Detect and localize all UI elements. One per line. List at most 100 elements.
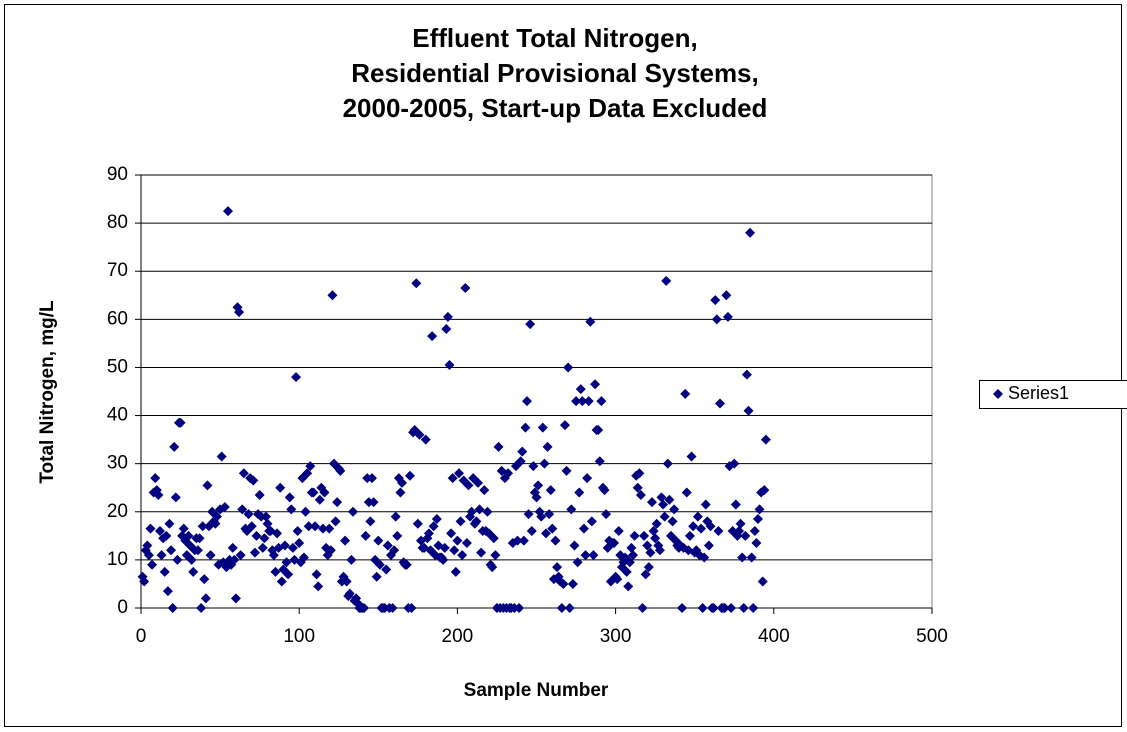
data-point [752,513,763,524]
data-point [472,477,483,488]
data-point [254,489,265,500]
data-point [719,603,730,613]
data-point [270,566,281,577]
data-point [487,562,498,573]
data-point [340,535,351,546]
data-point [332,497,343,508]
data-point [540,528,551,539]
x-tick-label: 500 [916,626,948,647]
data-point [696,523,707,534]
data-point [317,523,328,534]
data-point [219,501,230,512]
data-point [368,497,379,508]
data-point [662,458,673,469]
data-point [139,576,150,587]
data-point [308,487,319,498]
data-point [186,554,197,565]
data-point [142,540,153,551]
data-point [455,516,466,527]
data-point [412,518,423,529]
x-tick-label: 300 [600,626,632,647]
data-point [697,603,708,613]
data-point [223,206,234,217]
y-tick-label: 10 [107,549,128,570]
data-point [302,468,313,479]
data-point [699,552,710,563]
data-point [556,603,567,613]
y-tick-label: 80 [107,212,128,233]
data-point [395,487,406,498]
data-point [373,535,384,546]
data-point [249,547,260,558]
data-point [382,540,393,551]
data-point [279,540,290,551]
data-point [414,429,425,440]
x-tick-label: 400 [758,626,790,647]
data-point [512,535,523,546]
data-point [741,369,752,380]
data-point [577,396,588,407]
data-point [585,316,596,327]
data-point [366,473,377,484]
data-point [648,526,659,537]
data-point [262,518,273,529]
data-point [286,504,297,515]
data-point [344,588,355,599]
plot-border [140,174,933,609]
data-point [517,446,528,457]
data-point [558,578,569,589]
data-point [230,593,241,604]
data-point [632,482,643,493]
data-point [544,509,555,520]
data-point [200,593,211,604]
data-point [390,511,401,522]
data-point [460,283,471,294]
data-point [528,461,539,472]
data-point [438,554,449,565]
data-point [599,485,610,496]
data-point [686,451,697,462]
data-point [335,465,346,476]
data-point [688,521,699,532]
data-point [639,530,650,541]
data-point [360,530,371,541]
data-point [705,521,716,532]
data-point [594,456,605,467]
data-point [452,535,463,546]
data-point [684,530,695,541]
data-point [575,384,586,395]
data-point [466,506,477,517]
data-point [612,574,623,585]
legend-marker [993,389,1003,399]
data-point [571,396,582,407]
data-point [461,538,472,549]
data-point [722,311,733,322]
data-point [474,504,485,515]
data-point [463,480,474,491]
data-point [561,465,572,476]
data-point [161,530,172,541]
data-point [298,552,309,563]
data-point [537,422,548,433]
data-point [216,451,227,462]
data-point [737,552,748,563]
legend: Series1 [979,380,1127,409]
y-tick-label: 50 [107,356,128,377]
data-point [325,545,336,556]
data-point [651,518,662,529]
data-point [156,550,167,561]
data-point [503,468,514,479]
data-point [291,372,302,383]
data-point [389,545,400,556]
data-point [566,504,577,515]
data-point [635,489,646,500]
data-point [751,538,762,549]
plot-area: 0 10 20 30 40 50 60 70 80 90 0 100 200 300 400 500 [107,164,948,647]
data-point [476,547,487,558]
data-point [246,521,257,532]
chart-title: Residential Provisional Systems, [351,58,759,88]
data-point [199,574,210,585]
data-point [658,499,669,510]
data-point [700,499,711,510]
data-point [754,504,765,515]
